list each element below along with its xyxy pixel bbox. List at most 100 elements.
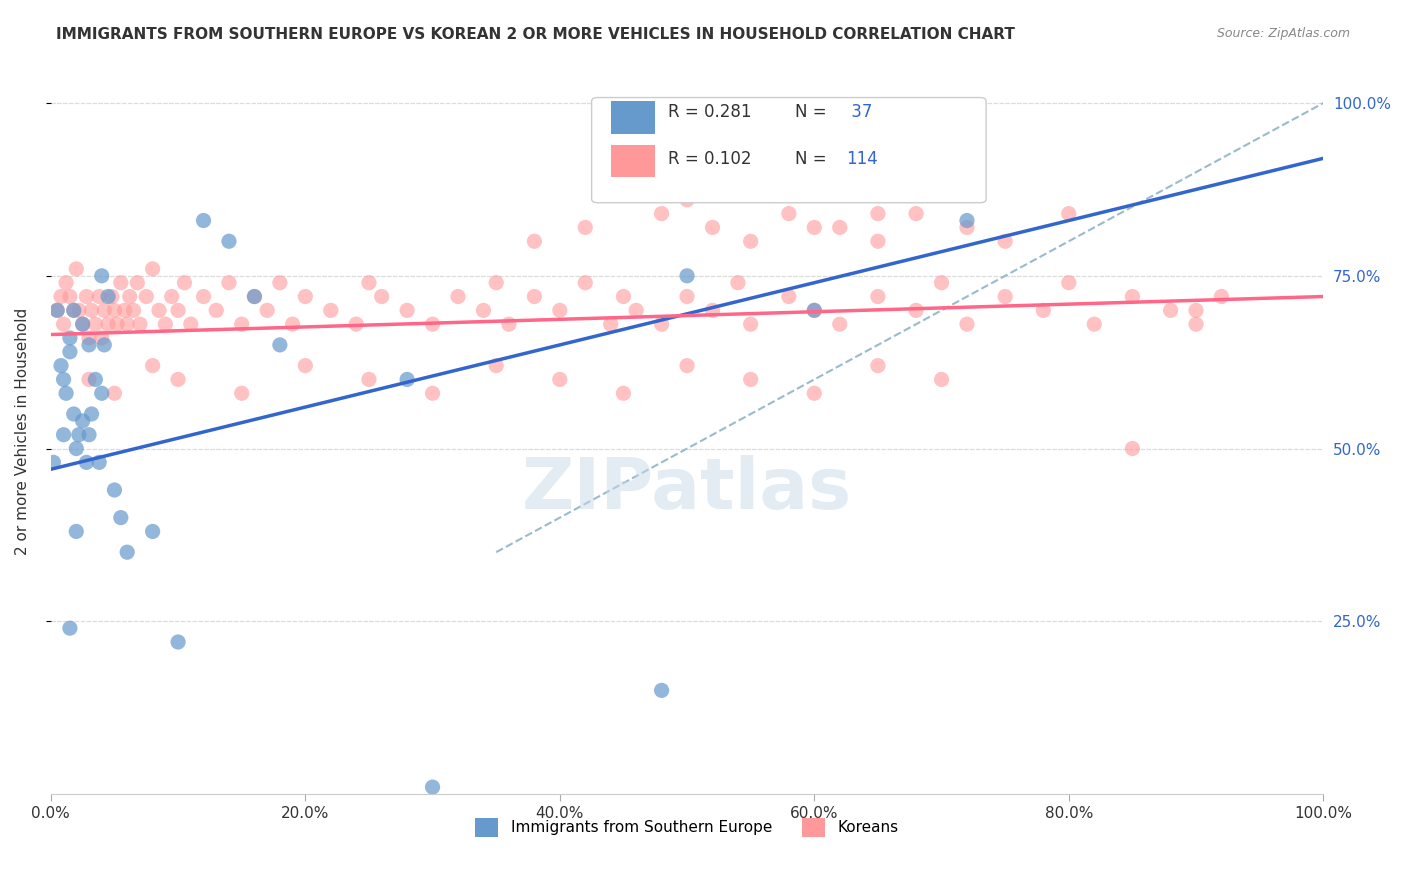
Koreans (49, 289, 72, 303)
Immigrants from Southern Europe (62, 407, 84, 421)
Koreans (905, 206, 928, 220)
Koreans (931, 276, 953, 290)
Bar (610, 145, 655, 178)
Immigrants from Southern Europe (62, 303, 84, 318)
Koreans (740, 234, 762, 248)
Koreans (676, 193, 699, 207)
Koreans (80, 303, 103, 318)
Immigrants from Southern Europe (55, 386, 77, 401)
Koreans (46, 303, 69, 318)
Koreans (702, 303, 724, 318)
Koreans (319, 303, 342, 318)
Koreans (866, 359, 889, 373)
Immigrants from Southern Europe (142, 524, 165, 539)
Koreans (498, 317, 520, 331)
Koreans (994, 234, 1017, 248)
Koreans (105, 317, 128, 331)
Immigrants from Southern Europe (84, 372, 107, 386)
Koreans (357, 276, 380, 290)
Koreans (281, 317, 304, 331)
Koreans (90, 331, 112, 345)
Koreans (357, 372, 380, 386)
Koreans (173, 276, 195, 290)
Koreans (122, 303, 145, 318)
Immigrants from Southern Europe (49, 359, 72, 373)
Koreans (676, 359, 699, 373)
Koreans (160, 289, 183, 303)
Immigrants from Southern Europe (193, 213, 215, 227)
Bar (610, 101, 655, 134)
Koreans (702, 220, 724, 235)
Immigrants from Southern Europe (75, 455, 97, 469)
Koreans (231, 317, 253, 331)
Text: N =: N = (796, 103, 832, 121)
Koreans (256, 303, 278, 318)
Koreans (778, 206, 800, 220)
Koreans (84, 317, 107, 331)
Immigrants from Southern Europe (72, 317, 94, 331)
Koreans (447, 289, 470, 303)
Koreans (727, 276, 749, 290)
Koreans (956, 220, 979, 235)
Koreans (89, 289, 111, 303)
Koreans (231, 386, 253, 401)
Koreans (1032, 303, 1054, 318)
Koreans (931, 372, 953, 386)
Text: 114: 114 (846, 150, 877, 169)
Text: R = 0.102: R = 0.102 (668, 150, 751, 169)
Immigrants from Southern Europe (651, 683, 673, 698)
Koreans (612, 386, 634, 401)
Immigrants from Southern Europe (77, 427, 100, 442)
Y-axis label: 2 or more Vehicles in Household: 2 or more Vehicles in Household (15, 308, 30, 555)
Koreans (574, 220, 596, 235)
Koreans (485, 276, 508, 290)
Koreans (294, 359, 316, 373)
Koreans (994, 289, 1017, 303)
Koreans (866, 206, 889, 220)
Text: N =: N = (796, 150, 832, 169)
Koreans (370, 289, 392, 303)
Immigrants from Southern Europe (59, 621, 82, 635)
Koreans (142, 261, 165, 276)
Immigrants from Southern Europe (59, 344, 82, 359)
Koreans (52, 317, 75, 331)
Immigrants from Southern Europe (103, 483, 125, 497)
Immigrants from Southern Europe (77, 338, 100, 352)
Koreans (75, 289, 97, 303)
Koreans (62, 303, 84, 318)
Koreans (129, 317, 152, 331)
Koreans (110, 276, 132, 290)
Legend: Immigrants from Southern Europe, Koreans: Immigrants from Southern Europe, Koreans (468, 811, 907, 845)
Immigrants from Southern Europe (52, 372, 75, 386)
Koreans (1057, 276, 1080, 290)
Immigrants from Southern Europe (676, 268, 699, 283)
Koreans (142, 359, 165, 373)
Koreans (548, 372, 571, 386)
Koreans (676, 289, 699, 303)
Koreans (1185, 303, 1208, 318)
Text: Source: ZipAtlas.com: Source: ZipAtlas.com (1216, 27, 1350, 40)
Text: IMMIGRANTS FROM SOUTHERN EUROPE VS KOREAN 2 OR MORE VEHICLES IN HOUSEHOLD CORREL: IMMIGRANTS FROM SOUTHERN EUROPE VS KOREA… (56, 27, 1015, 42)
Text: ZIPatlas: ZIPatlas (522, 455, 852, 524)
Koreans (422, 317, 444, 331)
Koreans (269, 276, 291, 290)
Koreans (101, 289, 124, 303)
Immigrants from Southern Europe (422, 780, 444, 794)
Immigrants from Southern Europe (956, 213, 979, 227)
Koreans (1211, 289, 1233, 303)
Immigrants from Southern Europe (269, 338, 291, 352)
Koreans (740, 372, 762, 386)
Koreans (905, 303, 928, 318)
Immigrants from Southern Europe (42, 455, 65, 469)
Koreans (127, 276, 149, 290)
Koreans (55, 276, 77, 290)
Koreans (472, 303, 495, 318)
Koreans (72, 317, 94, 331)
Koreans (866, 289, 889, 303)
Koreans (396, 303, 419, 318)
Koreans (180, 317, 202, 331)
Koreans (523, 289, 546, 303)
Immigrants from Southern Europe (115, 545, 138, 559)
Immigrants from Southern Europe (243, 289, 266, 303)
Koreans (93, 303, 115, 318)
